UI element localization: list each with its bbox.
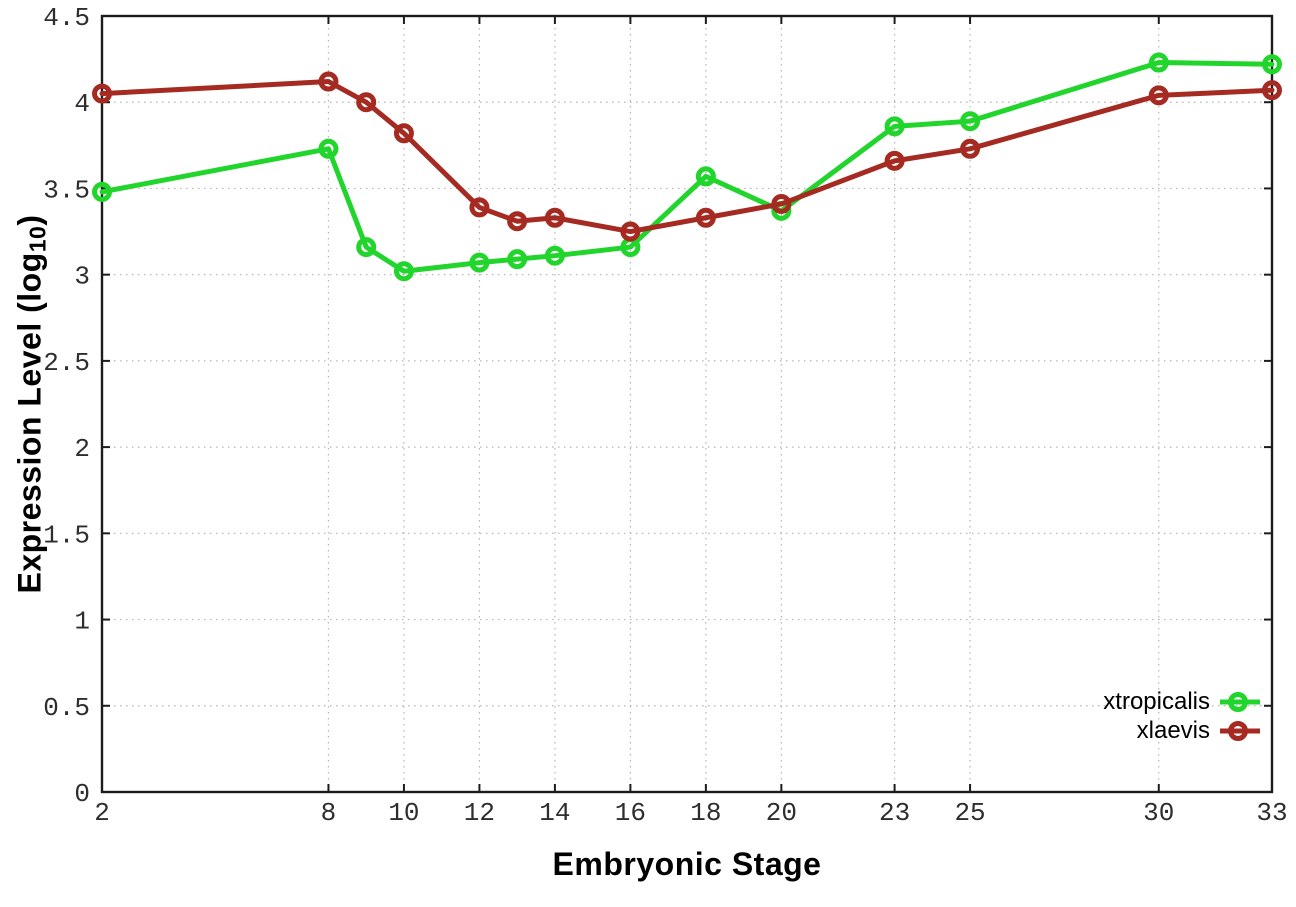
x-tick-label-23: 23 bbox=[879, 798, 910, 828]
plot-border bbox=[100, 14, 1274, 794]
x-tick-label-33: 33 bbox=[1256, 798, 1287, 828]
data-point-xtropicalis-25 bbox=[960, 111, 981, 132]
y-tick-label-2.5: 2.5 bbox=[43, 348, 90, 378]
data-point-xlaevis-16 bbox=[620, 221, 641, 242]
data-point-xtropicalis-23 bbox=[884, 116, 905, 137]
legend-label-xlaevis: xlaevis bbox=[1136, 716, 1210, 744]
data-point-xtropicalis-10 bbox=[393, 261, 414, 282]
x-tick-label-30: 30 bbox=[1143, 798, 1174, 828]
data-point-xtropicalis-8 bbox=[318, 138, 339, 159]
y-tick-label-0: 0 bbox=[74, 779, 90, 809]
y-tick-label-3: 3 bbox=[74, 262, 90, 292]
data-point-xlaevis-23 bbox=[884, 150, 905, 171]
x-tick-label-8: 8 bbox=[321, 798, 337, 828]
legend-marker-xtropicalis-icon bbox=[1220, 691, 1260, 712]
data-point-xlaevis-33 bbox=[1262, 80, 1282, 101]
legend-item-xtropicalis: xtropicalis bbox=[1103, 687, 1260, 716]
data-point-xtropicalis-2 bbox=[92, 181, 112, 202]
data-point-xtropicalis-33 bbox=[1262, 54, 1282, 75]
data-point-xtropicalis-12 bbox=[469, 252, 490, 273]
data-point-xlaevis-8 bbox=[318, 71, 339, 92]
legend: xtropicalis xlaevis bbox=[1103, 687, 1260, 745]
y-tick-label-3.5: 3.5 bbox=[43, 175, 90, 205]
data-point-xlaevis-20 bbox=[771, 193, 792, 214]
data-point-xtropicalis-30 bbox=[1148, 52, 1169, 73]
x-tick-label-20: 20 bbox=[766, 798, 797, 828]
y-axis-title: Expression Level (log10) bbox=[11, 214, 51, 594]
x-tick-label-25: 25 bbox=[954, 798, 985, 828]
data-point-xlaevis-12 bbox=[469, 197, 490, 218]
y-tick-label-4: 4 bbox=[74, 89, 90, 119]
data-point-xtropicalis-9 bbox=[356, 237, 377, 258]
x-axis-title: Embryonic Stage bbox=[552, 846, 822, 882]
y-tick-label-4.5: 4.5 bbox=[43, 3, 90, 33]
x-tick-label-2: 2 bbox=[94, 798, 110, 828]
data-point-xtropicalis-13 bbox=[507, 249, 528, 270]
data-point-xlaevis-2 bbox=[92, 83, 112, 104]
data-point-xlaevis-30 bbox=[1148, 85, 1169, 106]
y-tick-label-1: 1 bbox=[74, 607, 90, 637]
x-tick-label-12: 12 bbox=[464, 798, 495, 828]
y-tick-label-1.5: 1.5 bbox=[43, 520, 90, 550]
x-tick-label-16: 16 bbox=[615, 798, 646, 828]
legend-item-xlaevis: xlaevis bbox=[1103, 716, 1260, 745]
data-point-xlaevis-10 bbox=[393, 123, 414, 144]
data-point-xlaevis-9 bbox=[356, 92, 377, 113]
x-tick-label-14: 14 bbox=[539, 798, 570, 828]
legend-label-xtropicalis: xtropicalis bbox=[1103, 687, 1210, 715]
data-point-xlaevis-14 bbox=[544, 207, 565, 228]
data-point-xtropicalis-14 bbox=[544, 245, 565, 266]
y-tick-label-2: 2 bbox=[74, 434, 90, 464]
y-axis-title-close: ) bbox=[11, 214, 48, 226]
x-tick-label-10: 10 bbox=[388, 798, 419, 828]
data-point-xtropicalis-18 bbox=[695, 166, 716, 187]
y-axis-title-text: Expression Level (log bbox=[11, 252, 48, 594]
y-tick-label-0.5: 0.5 bbox=[43, 693, 90, 723]
data-point-xlaevis-18 bbox=[695, 207, 716, 228]
data-point-xlaevis-25 bbox=[960, 138, 981, 159]
y-axis-title-subscript: 10 bbox=[24, 225, 51, 253]
legend-marker-xlaevis-icon bbox=[1220, 720, 1260, 741]
series-line-xtropicalis bbox=[99, 60, 1275, 274]
x-tick-label-18: 18 bbox=[690, 798, 721, 828]
data-point-xlaevis-13 bbox=[507, 211, 528, 232]
